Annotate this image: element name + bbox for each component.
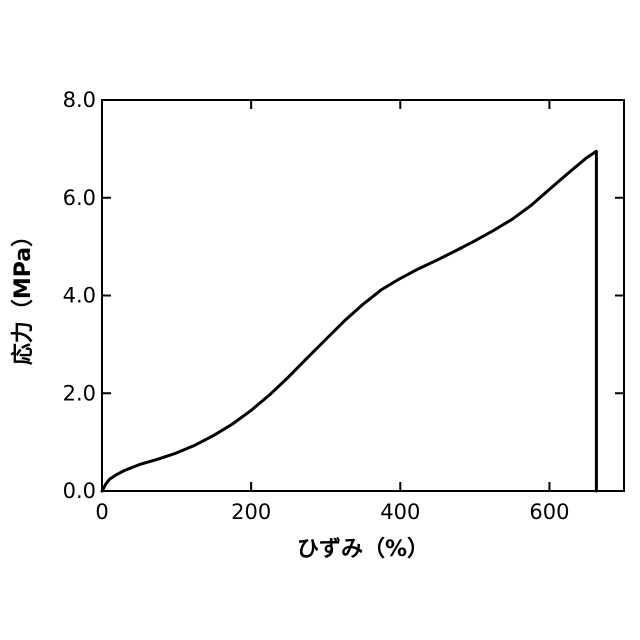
- x-tick-label: 200: [231, 500, 271, 524]
- x-tick-label: 600: [529, 500, 569, 524]
- x-tick-label: 400: [380, 500, 420, 524]
- y-tick-label: 8.0: [63, 88, 96, 112]
- y-axis-ticks: 0.0 2.0 4.0 6.0 8.0: [63, 88, 624, 503]
- x-axis-ticks: 0 200 400 600: [95, 100, 569, 524]
- y-tick-label: 6.0: [63, 186, 96, 210]
- y-tick-label: 4.0: [63, 284, 96, 308]
- x-axis-title: ひずみ（%）: [297, 537, 429, 562]
- plot-area-frame: [102, 100, 624, 491]
- y-axis-title: 応力（MPa）: [10, 225, 36, 365]
- series-line-stress-strain: [102, 151, 596, 491]
- y-tick-label: 0.0: [63, 479, 96, 503]
- x-tick-label: 0: [95, 500, 108, 524]
- y-tick-label: 2.0: [63, 381, 96, 405]
